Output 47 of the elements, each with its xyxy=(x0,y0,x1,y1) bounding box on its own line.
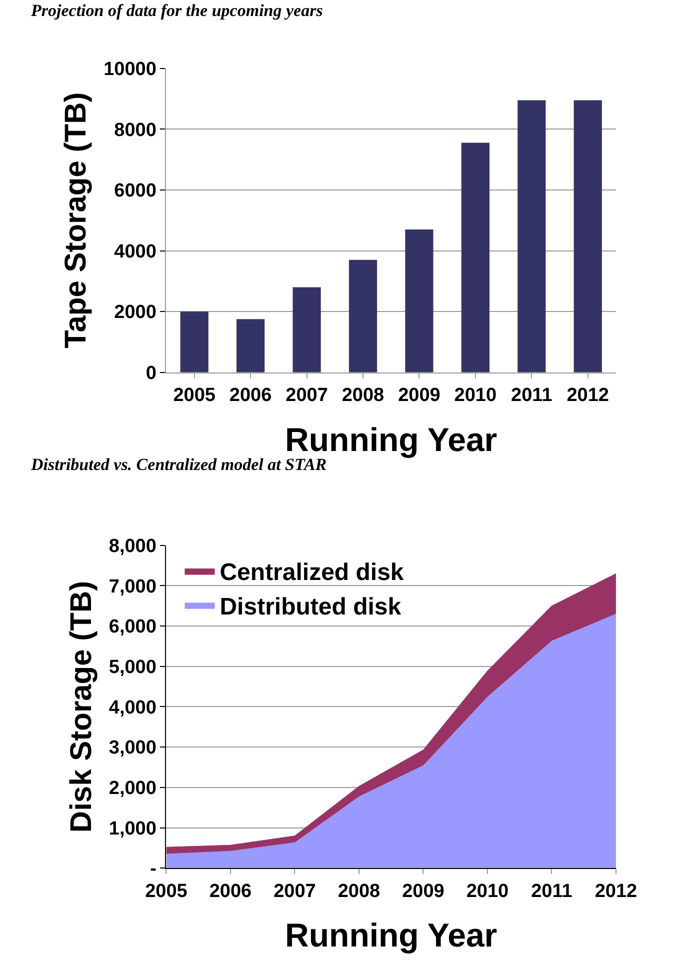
x-tick-label: 2011 xyxy=(511,385,553,406)
x-tick-label: 2010 xyxy=(466,880,509,902)
y-tick-label: 0 xyxy=(146,363,156,384)
y-tick-label: 5,000 xyxy=(108,657,156,678)
bar xyxy=(236,319,265,372)
x-tick-label: 2007 xyxy=(286,385,328,406)
y-tick-label: 4,000 xyxy=(108,697,156,718)
y-tick-label: 10000 xyxy=(104,58,156,80)
chart-title: Projection of data for the upcoming years xyxy=(30,1,324,20)
x-tick-label: 2006 xyxy=(209,880,252,902)
y-tick-label: 4000 xyxy=(114,241,156,262)
y-tick-label: 1,000 xyxy=(108,818,156,840)
legend-label: Centralized disk xyxy=(220,559,404,586)
y-tick-label: - xyxy=(150,858,156,880)
y-tick-label: 7,000 xyxy=(108,576,156,598)
x-tick-label: 2005 xyxy=(173,385,216,406)
x-tick-label: 2012 xyxy=(566,385,610,406)
y-tick-label: 2,000 xyxy=(108,778,156,800)
x-tick-label: 2010 xyxy=(454,385,497,406)
y-tick-label: 6000 xyxy=(114,180,156,202)
chart-title: Distributed vs. Centralized model at STAR xyxy=(30,455,327,474)
x-tick-label: 2005 xyxy=(145,880,188,902)
y-tick-label: 3,000 xyxy=(108,738,156,759)
y-tick-label: 2000 xyxy=(114,302,156,324)
bar xyxy=(405,229,434,372)
x-tick-label: 2012 xyxy=(594,880,638,902)
bar xyxy=(348,260,378,372)
bar xyxy=(574,100,602,372)
bar xyxy=(518,100,546,372)
x-tick-label: 2009 xyxy=(398,385,440,406)
y-tick-label: 6,000 xyxy=(108,616,156,638)
x-tick-label: 2007 xyxy=(274,880,316,902)
x-tick-label: 2011 xyxy=(531,880,573,902)
y-tick-label: 8,000 xyxy=(108,536,156,558)
y-axis-title: Tape Storage (TB) xyxy=(60,92,93,348)
legend-label: Distributed disk xyxy=(220,593,402,620)
x-axis-title: Running Year xyxy=(285,916,498,954)
bar xyxy=(180,312,208,372)
bar xyxy=(461,142,490,372)
y-axis-title: Disk Storage (TB) xyxy=(64,580,98,833)
x-tick-label: 2008 xyxy=(338,880,380,902)
y-tick-label: 8000 xyxy=(114,120,156,141)
x-tick-label: 2006 xyxy=(229,385,272,406)
x-tick-label: 2008 xyxy=(342,385,384,406)
x-axis-title: Running Year xyxy=(285,420,498,458)
x-tick-label: 2009 xyxy=(402,880,444,902)
bar xyxy=(292,287,321,372)
